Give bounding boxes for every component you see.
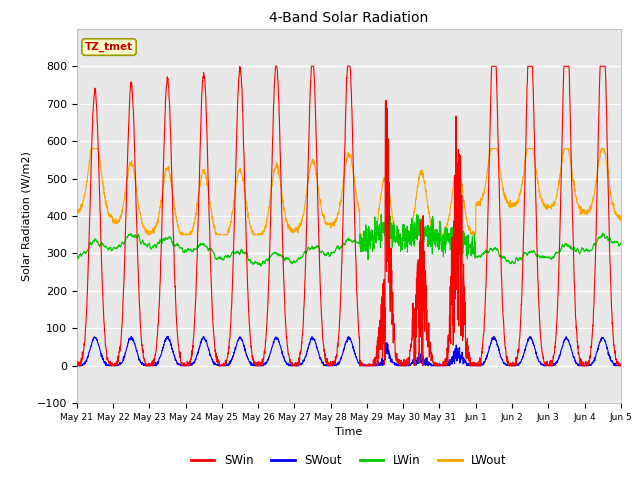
- Title: 4-Band Solar Radiation: 4-Band Solar Radiation: [269, 11, 428, 25]
- X-axis label: Time: Time: [335, 428, 362, 437]
- Y-axis label: Solar Radiation (W/m2): Solar Radiation (W/m2): [21, 151, 31, 281]
- Legend: SWin, SWout, LWin, LWout: SWin, SWout, LWin, LWout: [186, 450, 511, 472]
- Text: TZ_tmet: TZ_tmet: [85, 42, 133, 52]
